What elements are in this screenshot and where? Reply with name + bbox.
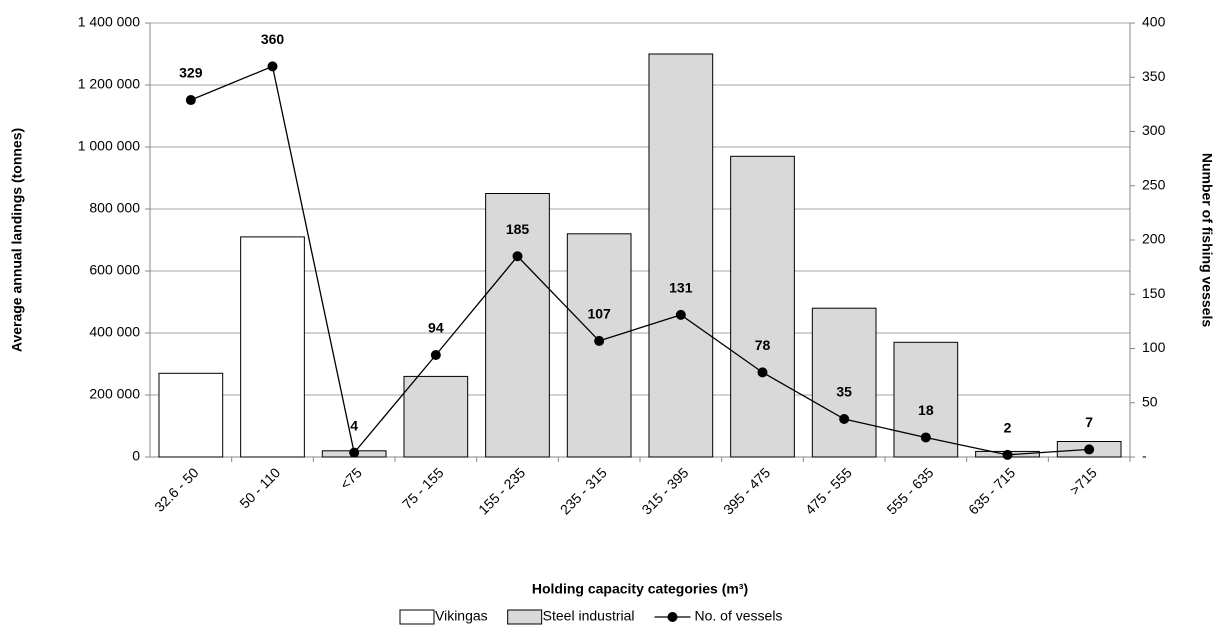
x-tick-label: 50 - 110 (236, 464, 283, 511)
data-label: 107 (587, 306, 611, 322)
x-tick-label: <75 (337, 464, 365, 492)
y2-axis-title: Number of fishing vessels (1199, 153, 1215, 327)
x-tick-label: 475 - 555 (802, 464, 855, 517)
bar (648, 53, 714, 458)
data-label: 78 (755, 337, 771, 353)
bar (485, 193, 550, 458)
data-label: 94 (428, 320, 444, 336)
y2-tick-label: - (1142, 448, 1147, 464)
y2-tick-label: 350 (1142, 68, 1166, 84)
x-tick-label: >715 (1066, 464, 1100, 498)
y-tick-label: 600 000 (89, 262, 140, 278)
marker (1084, 444, 1095, 455)
marker (512, 251, 523, 262)
marker (1002, 449, 1013, 460)
y2-tick-label: 250 (1142, 176, 1166, 192)
line (190, 65, 1090, 456)
marker (839, 414, 850, 425)
marker (920, 432, 931, 443)
legend-label: No. of vessels (695, 608, 783, 624)
y-tick-label: 800 000 (89, 200, 140, 216)
data-label: 360 (261, 31, 285, 47)
legend-swatch (507, 609, 543, 625)
data-label: 4 (350, 417, 358, 433)
bar (158, 372, 224, 458)
x-tick-label: 555 - 635 (883, 464, 936, 517)
y2-tick-label: 50 (1142, 393, 1158, 409)
marker (267, 61, 278, 72)
y2-tick-label: 300 (1142, 122, 1166, 138)
data-label: 18 (918, 402, 934, 418)
x-axis-title: Holding capacity categories (m³) (532, 581, 748, 597)
y-tick-label: 1 200 000 (78, 76, 140, 92)
data-label: 329 (179, 65, 203, 81)
marker (757, 367, 768, 378)
data-label: 185 (506, 221, 530, 237)
x-tick-label: 395 - 475 (720, 464, 773, 517)
legend-marker (667, 612, 678, 622)
y-tick-label: 200 000 (89, 386, 140, 402)
y2-tick-label: 400 (1142, 14, 1166, 30)
x-tick-label: 155 - 235 (475, 464, 528, 517)
legend-swatch (399, 609, 435, 625)
x-tick-label: 315 - 395 (638, 464, 691, 517)
data-label: 2 (1004, 420, 1012, 436)
y2-tick-label: 100 (1142, 339, 1166, 355)
bar (811, 307, 877, 458)
legend-label: Vikingas (435, 608, 488, 624)
marker (430, 350, 441, 361)
bar (240, 236, 305, 458)
legend-label: Steel industrial (543, 608, 635, 624)
data-label: 7 (1085, 414, 1093, 430)
y-tick-label: 1 000 000 (78, 138, 140, 154)
marker (349, 447, 360, 458)
bar (730, 155, 795, 458)
x-tick-label: 635 - 715 (965, 464, 1018, 517)
y-tick-label: 0 (132, 448, 140, 464)
y2-tick-label: 150 (1142, 285, 1166, 301)
x-tick-label: 32.6 - 50 (151, 464, 202, 515)
marker (594, 335, 605, 346)
x-tick-label: 235 - 315 (557, 464, 610, 517)
bar (403, 375, 469, 458)
marker (185, 95, 196, 106)
data-label: 35 (836, 384, 852, 400)
marker (675, 309, 686, 320)
x-tick-label: 75 - 155 (399, 464, 447, 512)
y-axis-title: Average annual landings (tonnes) (9, 128, 25, 352)
data-label: 131 (669, 280, 693, 296)
y2-tick-label: 200 (1142, 231, 1166, 247)
y-tick-label: 400 000 (89, 324, 140, 340)
y-tick-label: 1 400 000 (78, 14, 140, 30)
